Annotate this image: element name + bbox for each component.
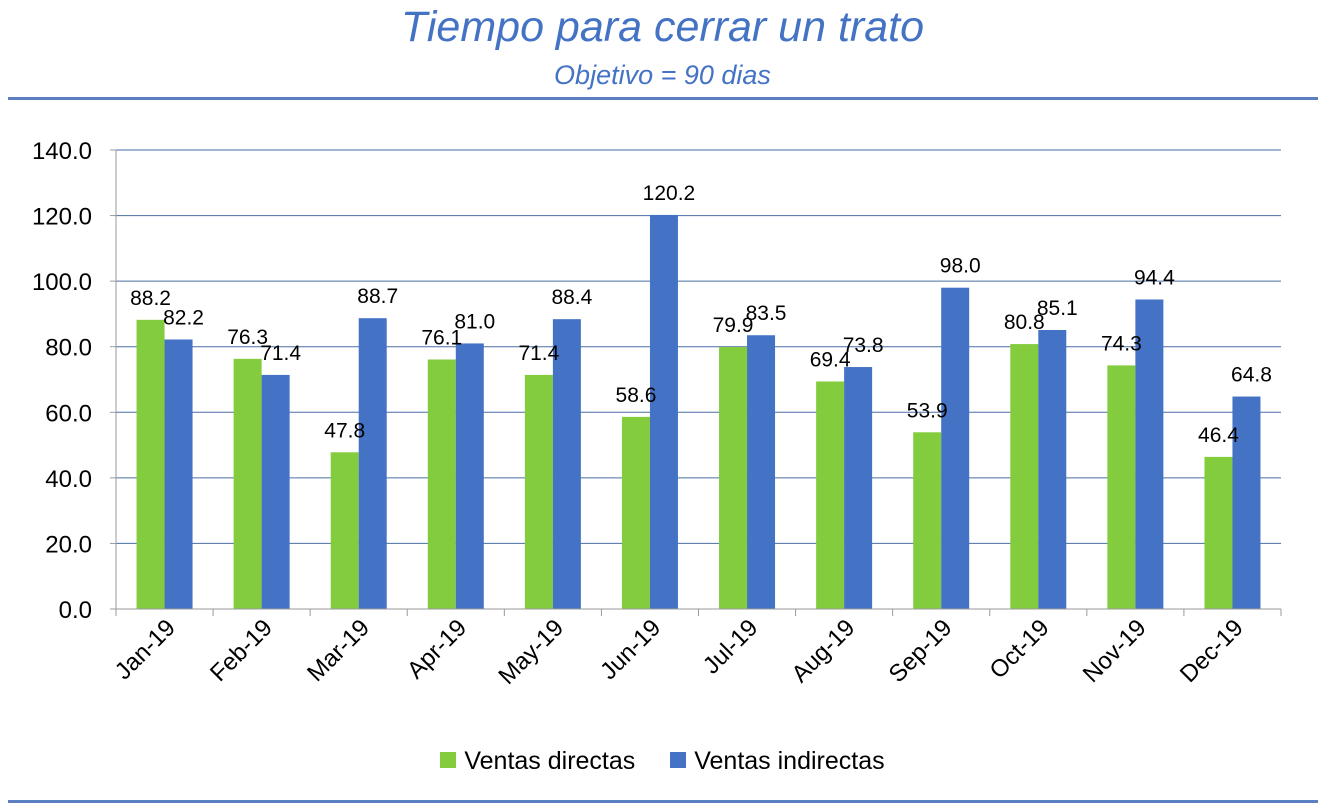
data-label: 53.9 — [907, 399, 948, 422]
y-tick-label: 80.0 — [45, 335, 92, 362]
data-label: 73.8 — [843, 334, 884, 357]
bar-ventas-directas — [1107, 365, 1136, 609]
bar-ventas-directas — [1010, 344, 1039, 609]
data-label: 88.7 — [357, 285, 398, 308]
data-label: 88.2 — [130, 287, 171, 310]
legend: Ventas directas Ventas indirectas — [0, 744, 1325, 778]
bar-ventas-indirectas — [261, 374, 290, 609]
data-label: 120.2 — [643, 182, 696, 205]
footer-divider — [8, 800, 1318, 803]
bar-ventas-directas — [913, 432, 942, 609]
x-tick-label: Dec-19 — [1175, 614, 1249, 688]
data-label: 79.9 — [713, 314, 754, 337]
chart-title: Tiempo para cerrar un trato — [400, 3, 924, 51]
bar-ventas-directas — [136, 319, 165, 609]
data-label: 88.4 — [551, 286, 592, 309]
bar-ventas-indirectas — [1232, 396, 1261, 609]
bar-ventas-directas — [816, 381, 845, 609]
legend-swatch-ventas-indirectas — [670, 752, 687, 768]
bar-ventas-indirectas — [844, 367, 873, 609]
data-label: 76.3 — [227, 326, 268, 349]
x-tick-label: Feb-19 — [205, 614, 278, 687]
y-tick-label: 20.0 — [45, 531, 92, 558]
bar-ventas-indirectas — [455, 343, 484, 609]
data-label: 76.1 — [421, 327, 462, 350]
data-label: 85.1 — [1037, 297, 1078, 320]
y-tick-label: 40.0 — [45, 466, 92, 493]
data-label: 94.4 — [1134, 267, 1175, 290]
data-label: 64.8 — [1231, 364, 1272, 387]
y-tick-label: 120.0 — [32, 204, 92, 231]
bar-ventas-directas — [1204, 456, 1233, 609]
legend-swatch-ventas-directas — [440, 752, 457, 768]
legend-item-ventas-directas: Ventas directas — [440, 744, 635, 778]
x-tick-label: Oct-19 — [985, 614, 1055, 684]
bar-ventas-directas — [719, 347, 748, 609]
x-tick-label: Sep-19 — [884, 614, 958, 688]
data-label: 58.6 — [616, 384, 657, 407]
data-label: 71.4 — [260, 342, 301, 365]
x-tick-label: Nov-19 — [1078, 614, 1152, 688]
bar-ventas-indirectas — [358, 318, 387, 609]
bar-ventas-indirectas — [941, 287, 970, 609]
gridlines — [116, 149, 1281, 544]
bar-ventas-directas — [524, 374, 553, 609]
x-tick-label: May-19 — [493, 614, 569, 690]
y-tick-label: 140.0 — [32, 138, 92, 165]
data-label: 81.0 — [454, 310, 495, 333]
x-tick-label: Jan-19 — [110, 614, 181, 685]
data-label: 71.4 — [518, 342, 559, 365]
bar-ventas-indirectas — [1038, 329, 1067, 609]
y-tick-label: 100.0 — [32, 269, 92, 296]
data-label: 47.8 — [324, 419, 365, 442]
data-label: 74.3 — [1101, 332, 1142, 355]
bar-ventas-directas — [330, 452, 359, 609]
x-tick-label: Jun-19 — [595, 614, 666, 685]
bar-ventas-indirectas — [552, 319, 581, 609]
bar-ventas-indirectas — [747, 335, 776, 609]
bars — [136, 214, 1261, 609]
x-tick-label: Mar-19 — [302, 614, 375, 687]
x-tick-label: Aug-19 — [787, 614, 861, 688]
data-label: 82.2 — [163, 307, 204, 330]
bar-ventas-indirectas — [649, 214, 678, 609]
legend-item-ventas-indirectas: Ventas indirectas — [670, 744, 885, 778]
chart-subtitle: Objetivo = 90 dias — [554, 60, 771, 90]
data-label: 83.5 — [746, 302, 787, 325]
header-divider — [8, 97, 1318, 100]
data-label: 69.4 — [810, 348, 851, 371]
data-label: 46.4 — [1198, 424, 1239, 447]
data-label: 80.8 — [1004, 311, 1045, 334]
bar-ventas-directas — [621, 416, 650, 609]
bar-ventas-indirectas — [164, 339, 193, 609]
legend-label: Ventas indirectas — [694, 747, 885, 775]
bar-ventas-directas — [233, 358, 262, 609]
y-tick-label: 60.0 — [45, 400, 92, 427]
legend-label: Ventas directas — [464, 747, 636, 775]
data-labels: 88.282.276.371.447.888.776.181.071.488.4… — [130, 182, 1272, 447]
bar-ventas-indirectas — [1135, 299, 1164, 609]
data-label: 98.0 — [940, 255, 981, 278]
bar-ventas-directas — [427, 359, 456, 609]
y-tick-label: 0.0 — [59, 597, 92, 624]
x-tick-label: Jul-19 — [698, 614, 763, 679]
x-tick-label: Apr-19 — [402, 614, 472, 684]
